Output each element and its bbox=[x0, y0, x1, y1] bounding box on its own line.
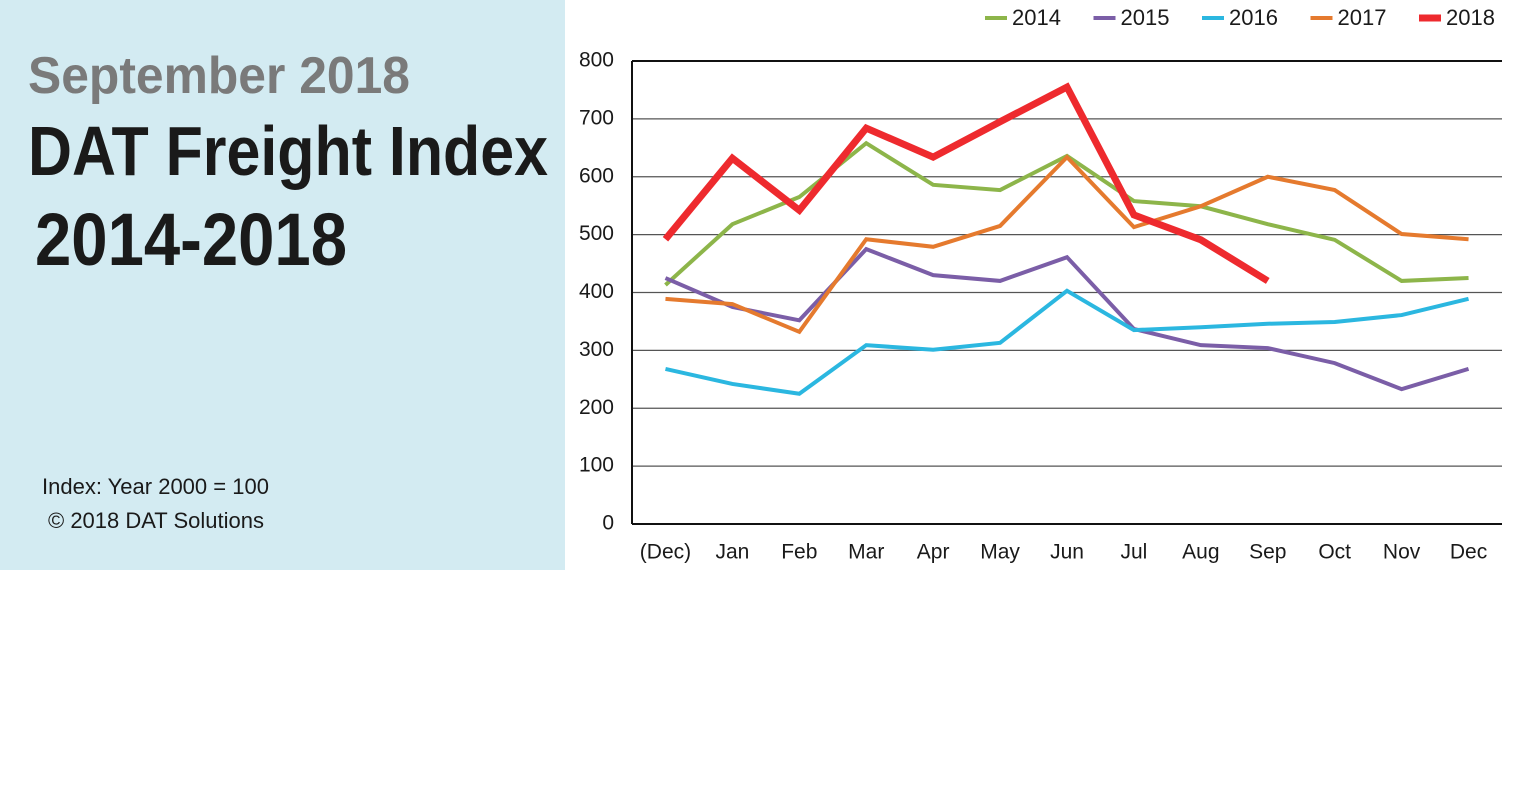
x-tick-label: Dec bbox=[1450, 541, 1487, 564]
x-tick-label: Jun bbox=[1050, 541, 1084, 564]
y-tick-label: 400 bbox=[579, 280, 614, 303]
legend-label: 2014 bbox=[1012, 5, 1061, 30]
x-tick-label: Apr bbox=[917, 541, 950, 564]
y-tick-label: 300 bbox=[579, 338, 614, 361]
side-panel bbox=[0, 0, 565, 570]
y-tick-label: 600 bbox=[579, 164, 614, 187]
x-tick-label: Mar bbox=[848, 541, 884, 564]
x-tick-label: Jul bbox=[1120, 541, 1147, 564]
chart-subtitle: 2014-2018 bbox=[35, 198, 347, 281]
note: © 2018 DAT Solutions bbox=[48, 508, 264, 533]
x-tick-label: Sep bbox=[1249, 541, 1286, 564]
x-tick-label: Jan bbox=[715, 541, 749, 564]
x-tick-label: Feb bbox=[781, 541, 817, 564]
x-tick-label: Nov bbox=[1383, 541, 1421, 564]
note: Index: Year 2000 = 100 bbox=[42, 474, 269, 499]
x-tick-label: Aug bbox=[1182, 541, 1219, 564]
y-tick-label: 500 bbox=[579, 222, 614, 245]
y-tick-label: 200 bbox=[579, 396, 614, 419]
y-tick-label: 700 bbox=[579, 106, 614, 129]
series-line bbox=[662, 82, 1270, 284]
legend-label: 2018 bbox=[1446, 5, 1495, 30]
y-tick-label: 800 bbox=[579, 49, 614, 72]
supertitle: September 2018 bbox=[28, 47, 410, 105]
series-line bbox=[664, 246, 1470, 392]
series-line bbox=[665, 154, 1469, 335]
y-tick-label: 0 bbox=[602, 512, 614, 535]
y-tick-label: 100 bbox=[579, 454, 614, 477]
legend-label: 2016 bbox=[1229, 5, 1278, 30]
chart-title: DAT Freight Index bbox=[28, 112, 548, 190]
legend-label: 2015 bbox=[1121, 5, 1170, 30]
legend-label: 2017 bbox=[1338, 5, 1387, 30]
x-tick-label: May bbox=[980, 541, 1020, 564]
series-line bbox=[665, 288, 1470, 396]
x-tick-label: Oct bbox=[1318, 541, 1351, 564]
series-line bbox=[664, 140, 1469, 287]
x-tick-label: (Dec) bbox=[640, 541, 691, 564]
